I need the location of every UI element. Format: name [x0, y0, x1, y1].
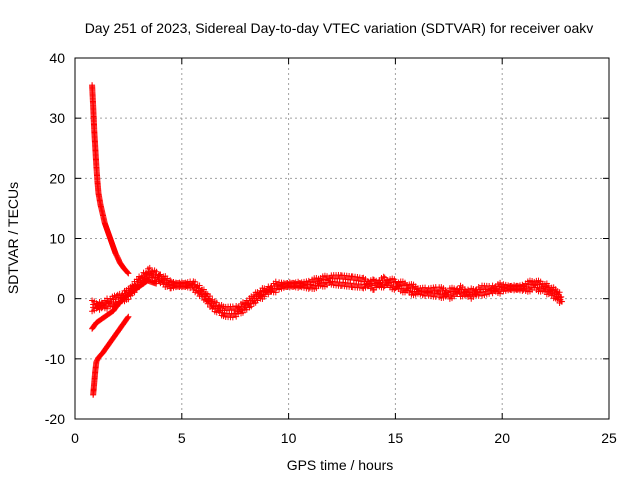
data-point — [156, 272, 163, 279]
x-tick-label: 20 — [494, 430, 510, 446]
chart-title: Day 251 of 2023, Sidereal Day-to-day VTE… — [85, 20, 594, 36]
y-tick-label: 0 — [57, 291, 65, 307]
data-point — [125, 270, 132, 277]
data-point — [196, 282, 203, 289]
y-axis-label: SDTVAR / TECUs — [5, 182, 21, 294]
x-tick-label: 0 — [71, 430, 79, 446]
data-point — [272, 278, 279, 285]
data-point — [213, 299, 220, 306]
data-point — [497, 290, 504, 297]
data-point — [497, 279, 504, 286]
data-point — [558, 293, 565, 300]
data-point — [229, 314, 236, 321]
data-point — [380, 284, 387, 291]
data-point — [233, 313, 240, 320]
series-main — [89, 264, 566, 321]
data-point — [239, 309, 246, 316]
data-point — [200, 286, 207, 293]
data-point — [124, 314, 131, 321]
data-point — [104, 305, 111, 312]
data-point — [207, 293, 214, 300]
data-point — [112, 299, 119, 306]
data-point — [556, 289, 563, 296]
data-point — [486, 290, 493, 297]
data-point — [140, 280, 147, 287]
y-tick-label: 20 — [49, 170, 65, 186]
data-point — [192, 278, 199, 285]
data-point — [261, 293, 268, 300]
data-point — [116, 300, 123, 307]
y-tick-label: -10 — [45, 351, 65, 367]
series-lower-recovery — [90, 313, 132, 398]
data-point — [153, 268, 160, 275]
y-tick-label: -20 — [45, 411, 65, 427]
data-point — [125, 296, 132, 303]
data-point — [422, 284, 429, 291]
y-tick-label: 10 — [49, 231, 65, 247]
x-tick-label: 25 — [601, 430, 617, 446]
data-point — [136, 284, 143, 291]
data-point — [272, 289, 279, 296]
chart-title-group: Day 251 of 2023, Sidereal Day-to-day VTE… — [85, 20, 594, 36]
tick-layer: 0 5 10 15 20 25 -20 -10 0 10 20 30 40 — [45, 50, 617, 446]
plot-frame — [74, 57, 610, 420]
y-tick-label: 30 — [49, 110, 65, 126]
data-point — [559, 298, 566, 305]
data-point — [124, 269, 131, 276]
x-axis-label: GPS time / hours — [287, 457, 394, 473]
data-point — [125, 313, 132, 320]
x-tick-label: 5 — [178, 430, 186, 446]
y-tick-label: 40 — [49, 50, 65, 66]
data-point — [305, 277, 312, 284]
x-tick-label: 15 — [388, 430, 404, 446]
x-tick-label: 10 — [281, 430, 297, 446]
marks-layer — [89, 82, 566, 398]
data-point — [146, 264, 153, 271]
data-point — [248, 303, 255, 310]
data-point — [135, 283, 142, 290]
data-point — [380, 273, 387, 280]
data-point — [402, 279, 409, 286]
data-point — [167, 277, 174, 284]
series-upper-decay — [89, 82, 132, 277]
grid-layer — [75, 58, 609, 419]
